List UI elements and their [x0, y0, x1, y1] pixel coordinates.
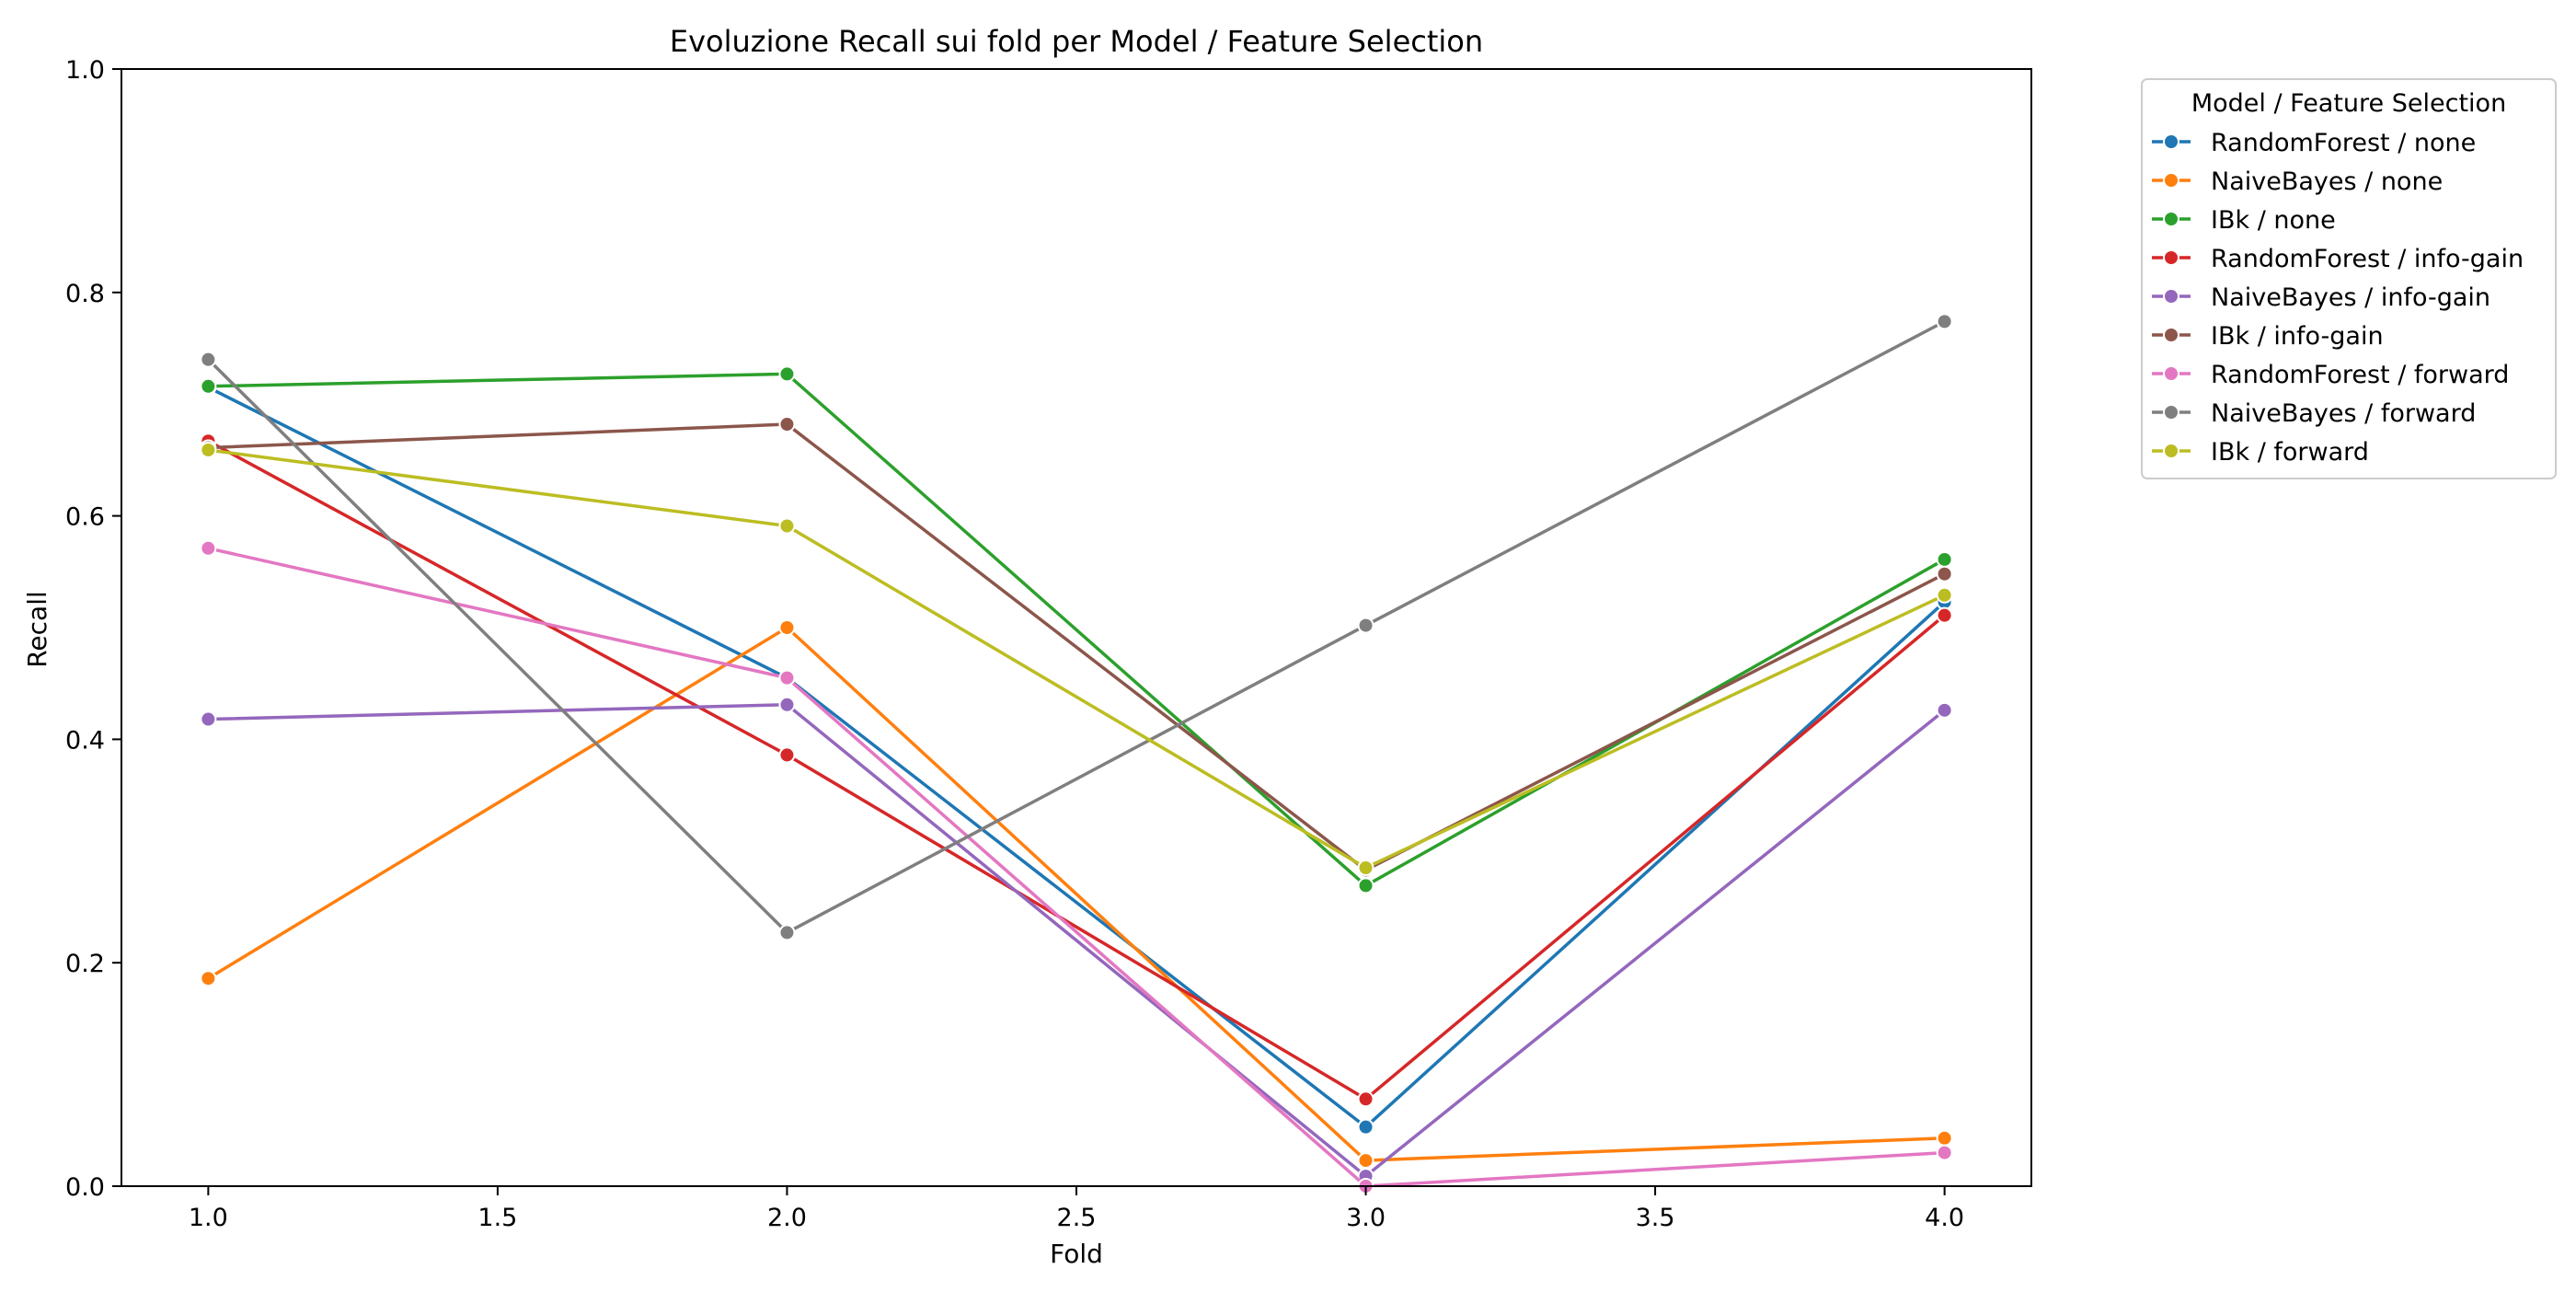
x-axis-label: Fold	[1050, 1239, 1103, 1269]
data-point	[778, 416, 796, 433]
legend-swatch-marker	[2163, 365, 2179, 382]
legend-label: RandomForest / none	[2211, 129, 2476, 157]
series-line	[206, 626, 1947, 1162]
legend-label: RandomForest / info-gain	[2211, 245, 2524, 273]
x-tick-label: 4.0	[1925, 1204, 1964, 1232]
series-line	[206, 386, 1947, 1129]
data-point	[1357, 617, 1374, 634]
data-point	[1936, 586, 1953, 604]
legend-swatch-marker	[2163, 404, 2179, 421]
x-tick-label: 1.0	[189, 1204, 228, 1232]
plot-frame	[121, 68, 2032, 1187]
x-axis-ticks: 1.0 1.5 2.0 2.5 3.0 3.5 4.0	[189, 1186, 1964, 1232]
series-line	[206, 319, 1947, 935]
y-tick-label: 0.4	[65, 726, 105, 755]
legend-swatch-marker	[2163, 327, 2179, 343]
data-point	[200, 441, 217, 458]
legend-label: IBk / none	[2211, 206, 2336, 235]
chart-title: Evoluzione Recall sui fold per Model / F…	[670, 24, 1483, 59]
y-tick-label: 0.0	[65, 1173, 105, 1202]
y-tick-label: 0.2	[65, 950, 105, 978]
series-line	[206, 422, 1947, 872]
legend-label: NaiveBayes / none	[2211, 167, 2443, 196]
legend-item: NaiveBayes / none	[2152, 167, 2443, 196]
data-point	[778, 924, 796, 941]
series-line	[206, 439, 1947, 1102]
legend-item: RandomForest / none	[2152, 129, 2476, 157]
series-group	[200, 539, 1953, 1194]
legend-item: RandomForest / forward	[2152, 361, 2509, 389]
series-group	[200, 433, 1953, 1108]
y-tick-label: 0.8	[65, 280, 105, 308]
y-axis-label: Recall	[22, 591, 52, 668]
data-point	[1936, 313, 1953, 330]
data-point	[1936, 550, 1953, 568]
legend-title: Model / Feature Selection	[2191, 89, 2506, 118]
series-group	[200, 441, 1953, 877]
series-group	[200, 378, 1953, 1136]
legend-label: IBk / forward	[2211, 438, 2369, 467]
data-point	[1357, 1152, 1374, 1170]
data-point	[1936, 701, 1953, 719]
data-point	[1936, 1129, 1953, 1147]
data-point	[200, 351, 217, 368]
legend: Model / Feature Selection RandomForest /…	[2141, 78, 2557, 479]
series-line	[206, 547, 1947, 1188]
data-point	[778, 365, 796, 383]
x-tick-label: 2.0	[767, 1204, 807, 1232]
series-layer	[200, 313, 1953, 1194]
series-group	[200, 365, 1953, 894]
series-group	[200, 416, 1953, 879]
data-point	[1357, 859, 1374, 877]
legend-items: RandomForest / none NaiveBayes / none IBk …	[2152, 129, 2524, 467]
legend-item: IBk / forward	[2152, 438, 2369, 467]
data-point	[200, 710, 217, 728]
data-point	[1936, 1144, 1953, 1161]
data-point	[1357, 1090, 1374, 1108]
legend-item: IBk / info-gain	[2152, 322, 2384, 351]
data-point	[1357, 877, 1374, 894]
legend-label: IBk / info-gain	[2211, 322, 2384, 351]
legend-swatch-marker	[2163, 288, 2179, 305]
data-point	[778, 619, 796, 636]
x-tick-label: 2.5	[1057, 1204, 1097, 1232]
legend-item: RandomForest / info-gain	[2152, 245, 2524, 273]
series-line	[206, 448, 1947, 870]
legend-swatch-marker	[2163, 172, 2179, 189]
data-point	[1357, 1118, 1374, 1136]
x-tick-label: 3.5	[1636, 1204, 1675, 1232]
legend-swatch-marker	[2163, 249, 2179, 266]
legend-item: NaiveBayes / info-gain	[2152, 283, 2490, 312]
series-line	[206, 372, 1947, 888]
data-point	[778, 669, 796, 686]
legend-swatch-marker	[2163, 443, 2179, 459]
data-point	[778, 696, 796, 713]
legend-frame	[2141, 78, 2557, 479]
series-group	[200, 313, 1953, 941]
y-axis-ticks: 0.0 0.2 0.4 0.6 0.8 1.0	[65, 56, 121, 1202]
data-point	[200, 377, 217, 395]
y-tick-label: 0.6	[65, 503, 105, 532]
legend-label: RandomForest / forward	[2211, 361, 2509, 389]
series-line	[206, 703, 1947, 1178]
series-group	[200, 696, 1953, 1185]
legend-item: IBk / none	[2152, 206, 2336, 235]
data-point	[778, 517, 796, 535]
data-point	[1936, 565, 1953, 583]
data-point	[778, 746, 796, 764]
legend-swatch-marker	[2163, 211, 2179, 227]
legend-label: NaiveBayes / forward	[2211, 399, 2476, 428]
data-point	[1936, 606, 1953, 624]
x-tick-label: 1.5	[477, 1204, 517, 1232]
legend-label: NaiveBayes / info-gain	[2211, 283, 2490, 312]
data-point	[200, 539, 217, 557]
data-point	[200, 970, 217, 987]
legend-item: NaiveBayes / forward	[2152, 399, 2476, 428]
legend-swatch-marker	[2163, 133, 2179, 150]
y-tick-label: 1.0	[65, 56, 105, 85]
series-group	[200, 619, 1953, 1170]
x-tick-label: 3.0	[1346, 1204, 1386, 1232]
